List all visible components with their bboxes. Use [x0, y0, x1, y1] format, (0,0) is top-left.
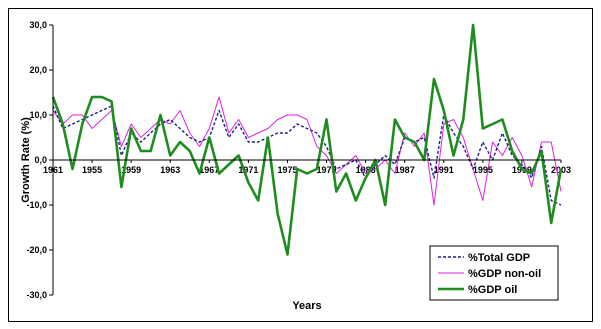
legend-label: %Total GDP	[468, 252, 530, 264]
x-tick-label: 1979	[317, 165, 337, 175]
x-tick-label: 1963	[160, 165, 180, 175]
y-axis-label: Growth Rate (%)	[20, 117, 32, 203]
y-tick-label: 30,0	[29, 20, 47, 30]
series-layer	[51, 23, 563, 256]
chart-frame: -30,0 -20,0 -10,0 0,0 10,0 20,0 30,0 1961 1955 1…	[8, 8, 593, 322]
y-tick-label: -20,0	[26, 245, 47, 255]
series-line-gdp-non-oil	[52, 96, 562, 206]
y-tick-label: -10,0	[26, 200, 47, 210]
x-tick-label: 1959	[121, 165, 141, 175]
legend-label: %GDP oil	[468, 284, 517, 296]
y-tick-label: 10,0	[29, 110, 47, 120]
x-tick-label: 1955	[82, 165, 102, 175]
series-line-gdp-oil	[51, 23, 563, 256]
line-chart: -30,0-20,0-10,00,010,020,030,0 1961 1955 1…	[20, 20, 571, 312]
x-tick-label: 1983	[356, 165, 376, 175]
y-axis-ticks: -30,0 -20,0 -10,0 0,0 10,0 20,0 30,0	[26, 20, 53, 300]
y-tick-label: 20,0	[29, 65, 47, 75]
y-tick-label: 0,0	[34, 155, 47, 165]
x-tick-label: 1991	[434, 165, 454, 175]
y-tick-label: -30,0	[26, 290, 47, 300]
x-tick-label: 1987	[395, 165, 415, 175]
x-tick-label: 1995	[473, 165, 493, 175]
x-axis-label: Years	[292, 300, 321, 312]
x-tick-label: 1975	[277, 165, 297, 175]
legend-label: %GDP non-oil	[468, 268, 541, 280]
legend: %Total GDP %GDP non-oil %GDP oil	[429, 245, 559, 301]
x-tick-label: 1971	[238, 165, 258, 175]
x-tick-label: 1967	[199, 165, 219, 175]
